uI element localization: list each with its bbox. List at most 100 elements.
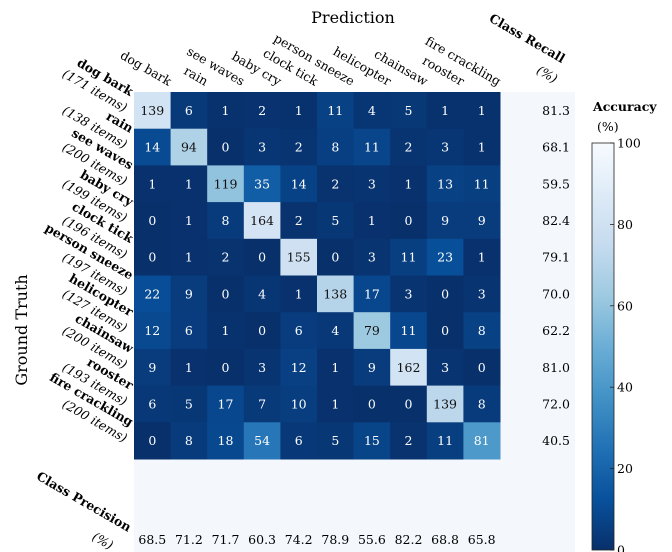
cell-value: 18 [218, 433, 234, 448]
matrix-cell [170, 348, 208, 387]
matrix-cell [134, 385, 172, 423]
matrix-cell [463, 202, 501, 240]
recall-value: 70.0 [542, 286, 570, 301]
cell-value: 9 [368, 360, 376, 375]
matrix-cell [243, 238, 281, 276]
cell-value: 6 [185, 323, 193, 338]
cell-value: 2 [331, 176, 339, 191]
recall-title: Class Recall [487, 10, 568, 66]
cell-value: 22 [144, 286, 160, 301]
colorbar-tick-label: 100 [617, 136, 641, 151]
matrix-cell [207, 202, 245, 240]
cell-value: 2 [295, 140, 303, 155]
matrix-cell [317, 312, 355, 350]
cell-value: 0 [368, 396, 376, 411]
precision-value: 71.2 [175, 532, 203, 547]
precision-row-background [134, 459, 575, 552]
matrix-cell [426, 275, 464, 313]
cell-value: 14 [144, 140, 160, 155]
cell-value: 17 [218, 396, 234, 411]
cell-value: 7 [258, 396, 266, 411]
matrix-cell [390, 165, 428, 203]
matrix-cell [463, 275, 501, 313]
matrix-cell [170, 312, 208, 350]
colorbar-tick-label: 0 [617, 543, 625, 552]
cell-value: 1 [441, 103, 449, 118]
cell-value: 3 [478, 286, 486, 301]
cell-value: 12 [291, 360, 307, 375]
matrix-cell [243, 348, 281, 387]
precision-values: 68.5 71.2 71.7 60.3 74.2 78.9 55.6 82.2 68.8 65.8 [138, 532, 495, 547]
matrix-cell [280, 385, 318, 423]
cell-value: 119 [214, 176, 238, 191]
matrix-cell [426, 385, 464, 423]
cell-value: 0 [405, 213, 413, 228]
matrix-cell [317, 385, 355, 423]
cell-value: 3 [405, 286, 413, 301]
cell-value: 8 [185, 433, 193, 448]
matrix-cell [280, 202, 318, 240]
cell-value: 6 [148, 396, 156, 411]
cell-value: 3 [368, 250, 376, 265]
cell-values: 139 6 1 2 1 11 4 5 1 114 94 0 3 2 8 11 2 3 11 1 119 35 14 2 3 1 13… [140, 103, 489, 448]
matrix-cell [353, 92, 391, 130]
cell-value: 11 [474, 176, 490, 191]
matrix-cell [134, 238, 172, 276]
matrix-cell [463, 128, 501, 166]
cell-value: 1 [185, 213, 193, 228]
cell-value: 5 [185, 396, 193, 411]
matrix-cell [390, 422, 428, 460]
matrix-cell [317, 165, 355, 203]
recall-value: 79.1 [542, 250, 570, 265]
cell-value: 3 [258, 140, 266, 155]
matrix-cell [134, 202, 172, 240]
matrix-cell [207, 312, 245, 350]
matrix-cell [317, 348, 355, 387]
colorbar-tick-label: 40 [617, 380, 633, 395]
matrix-cell [353, 312, 391, 350]
matrix-cell [317, 238, 355, 276]
row-labels: dog bark(171 items)rain(138 items)see wa… [43, 55, 137, 445]
matrix-cell [390, 202, 428, 240]
matrix-cell [170, 238, 208, 276]
matrix-cell [426, 312, 464, 350]
cell-value: 0 [258, 323, 266, 338]
colorbar: Accuracy (%) 0 20 40 60 80 100 [591, 99, 657, 552]
cell-value: 9 [148, 360, 156, 375]
matrix-cell [207, 165, 245, 203]
cell-value: 1 [295, 286, 303, 301]
recall-value: 72.0 [542, 396, 570, 411]
matrix-cell [243, 92, 281, 130]
matrix-cell [280, 312, 318, 350]
cell-value: 9 [478, 213, 486, 228]
cell-value: 1 [405, 176, 413, 191]
precision-value: 68.8 [431, 532, 459, 547]
precision-header: Class Precision (%) [34, 468, 134, 552]
cell-value: 11 [437, 433, 453, 448]
x-axis-title: Prediction [311, 8, 395, 27]
precision-row-bg [134, 459, 575, 552]
cell-value: 12 [144, 323, 160, 338]
cell-value: 0 [148, 433, 156, 448]
cell-value: 0 [222, 286, 230, 301]
cell-value: 155 [287, 250, 311, 265]
matrix-cell [353, 422, 391, 460]
cell-value: 6 [185, 103, 193, 118]
precision-value: 71.7 [212, 532, 240, 547]
matrix-cell [280, 128, 318, 166]
matrix-cell [390, 275, 428, 313]
matrix-cell [280, 275, 318, 313]
cell-value: 138 [323, 286, 347, 301]
matrix-cell [170, 422, 208, 460]
matrix-cell [170, 128, 208, 166]
matrix-cell [207, 128, 245, 166]
matrix-cell [463, 312, 501, 350]
matrix-cell [207, 238, 245, 276]
cell-value: 0 [441, 286, 449, 301]
matrix-cell [353, 348, 391, 387]
cell-value: 1 [185, 250, 193, 265]
recall-unit: (%) [534, 62, 560, 86]
matrix-cell [170, 385, 208, 423]
cell-value: 11 [364, 140, 380, 155]
matrix-cell [317, 422, 355, 460]
